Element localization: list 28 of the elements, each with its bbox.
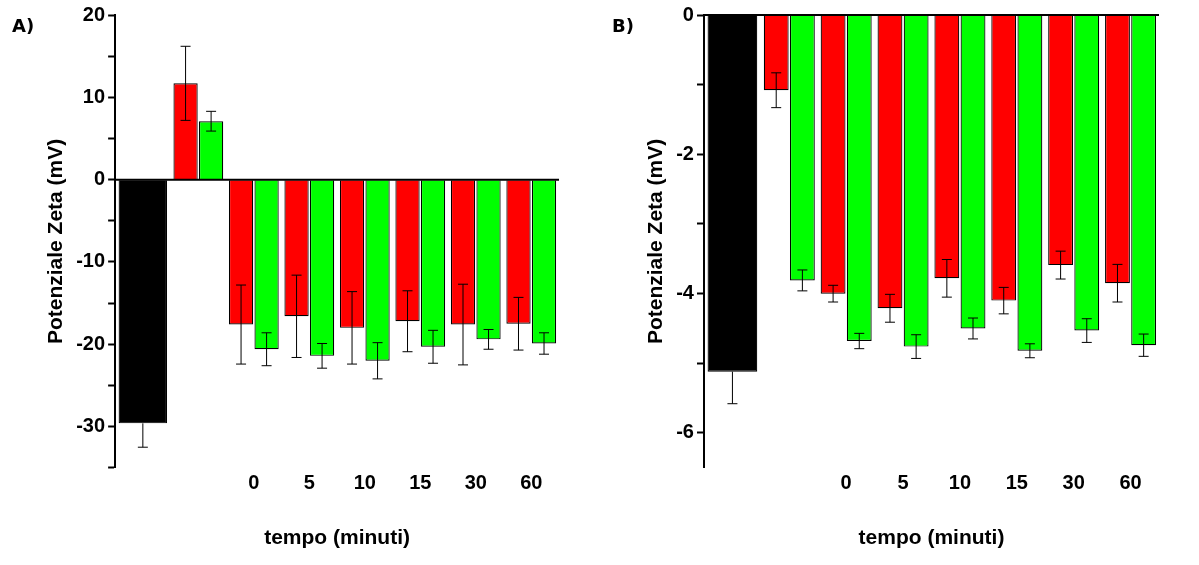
x-axis-title: tempo (minuti) [264,525,410,549]
x-tick-label: 5 [303,471,315,494]
y-axis-title: Potenziale Zeta (mV) [643,138,667,345]
x-tick-label: 15 [409,471,432,494]
x-tick-label: 10 [948,471,972,494]
x-tick-label: 30 [1062,471,1085,494]
y-tick-label: 0 [682,2,694,25]
y-tick-label: 20 [82,2,106,25]
x-tick-label: 15 [1005,471,1028,494]
y-tick-label: -10 [76,249,106,272]
chart-title: A) [12,14,35,36]
y-tick-label: -20 [76,331,106,354]
x-tick-label: 0 [248,471,260,494]
chart-title: B) [612,14,634,36]
y-tick-label: -6 [676,420,694,443]
x-tick-label: 60 [520,471,543,494]
y-tick-label: -2 [676,141,694,164]
y-axis-title: Potenziale Zeta (mV) [43,138,67,345]
y-tick-label: -30 [76,414,106,437]
y-tick-label: -4 [676,281,695,304]
x-tick-label: 30 [464,471,487,494]
y-tick-label: 0 [93,167,106,190]
x-tick-label: 0 [840,471,852,494]
x-tick-label: 10 [353,471,376,494]
y-tick-label: 10 [82,84,106,107]
x-tick-label: 5 [897,471,909,494]
x-axis-title: tempo (minuti) [858,525,1005,549]
x-tick-label: 60 [1119,471,1142,494]
